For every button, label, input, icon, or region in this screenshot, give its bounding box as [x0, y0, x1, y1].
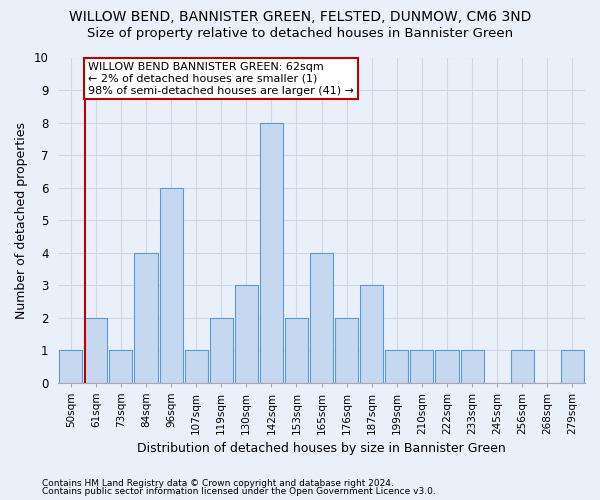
- X-axis label: Distribution of detached houses by size in Bannister Green: Distribution of detached houses by size …: [137, 442, 506, 455]
- Bar: [160, 188, 182, 382]
- Bar: [185, 350, 208, 382]
- Bar: [109, 350, 133, 382]
- Y-axis label: Number of detached properties: Number of detached properties: [15, 122, 28, 318]
- Bar: [134, 252, 158, 382]
- Bar: [209, 318, 233, 382]
- Bar: [285, 318, 308, 382]
- Bar: [235, 285, 258, 382]
- Text: Size of property relative to detached houses in Bannister Green: Size of property relative to detached ho…: [87, 28, 513, 40]
- Bar: [260, 122, 283, 382]
- Text: WILLOW BEND, BANNISTER GREEN, FELSTED, DUNMOW, CM6 3ND: WILLOW BEND, BANNISTER GREEN, FELSTED, D…: [69, 10, 531, 24]
- Bar: [561, 350, 584, 382]
- Text: Contains public sector information licensed under the Open Government Licence v3: Contains public sector information licen…: [42, 487, 436, 496]
- Bar: [84, 318, 107, 382]
- Text: Contains HM Land Registry data © Crown copyright and database right 2024.: Contains HM Land Registry data © Crown c…: [42, 478, 394, 488]
- Bar: [436, 350, 458, 382]
- Bar: [410, 350, 433, 382]
- Bar: [461, 350, 484, 382]
- Text: WILLOW BEND BANNISTER GREEN: 62sqm
← 2% of detached houses are smaller (1)
98% o: WILLOW BEND BANNISTER GREEN: 62sqm ← 2% …: [88, 62, 354, 96]
- Bar: [360, 285, 383, 382]
- Bar: [310, 252, 333, 382]
- Bar: [511, 350, 534, 382]
- Bar: [335, 318, 358, 382]
- Bar: [59, 350, 82, 382]
- Bar: [385, 350, 409, 382]
